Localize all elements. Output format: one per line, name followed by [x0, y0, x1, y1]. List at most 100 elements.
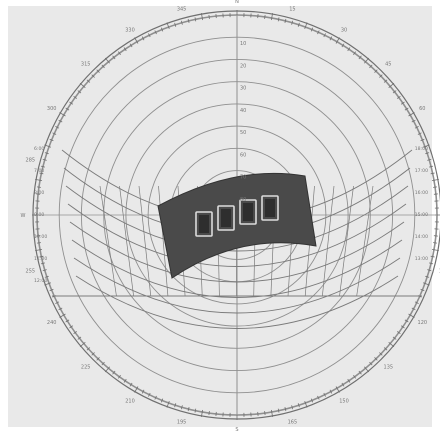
rim-tick [323, 392, 326, 397]
rim-label: 60 [419, 106, 425, 112]
rim-label: 45 [385, 62, 391, 68]
rim-tick [117, 51, 121, 56]
building-obstruction-icon [157, 172, 317, 279]
rim-tick [341, 43, 345, 48]
rim-tick [431, 249, 439, 251]
rim-tick [335, 37, 340, 44]
rim-label: W [21, 213, 26, 219]
rim-tick [180, 405, 183, 410]
rim-tick [36, 186, 41, 188]
hour-label: 15:00 [415, 212, 428, 218]
rim-tick [112, 55, 116, 60]
rim-tick [39, 255, 44, 258]
rim-tick [201, 13, 203, 21]
rim-tick [174, 22, 177, 27]
building-window-pane [265, 199, 275, 217]
scale-labels: N1530456075E105120135150165S195210225240… [21, 0, 440, 433]
rim-tick [404, 319, 409, 323]
rim-tick [160, 398, 164, 403]
sun-path-curve [75, 275, 399, 329]
rim-tick [69, 325, 74, 329]
rim-tick [96, 69, 100, 73]
rim-tick [425, 275, 430, 278]
rim-tick [201, 409, 203, 417]
hour-label: 8:00 [34, 190, 44, 196]
building-window-pane [221, 209, 231, 227]
rim-tick [310, 27, 314, 32]
altitude-label: 20 [240, 63, 246, 69]
hour-label: 16:00 [415, 190, 428, 196]
rim-tick [383, 79, 388, 83]
rim-tick [284, 18, 287, 23]
rim-tick [40, 165, 45, 168]
building-window [239, 199, 257, 225]
rim-tick [35, 249, 43, 251]
rim-tick [374, 357, 378, 361]
rim-tick [422, 282, 430, 286]
rim-tick [369, 361, 373, 366]
rim-tick [187, 18, 190, 23]
rim-tick [104, 57, 111, 64]
rim-label: 255 [26, 268, 36, 274]
rim-tick [291, 405, 294, 410]
rim-tick [73, 95, 78, 99]
sun-path-curve [65, 185, 409, 252]
rim-tick [414, 301, 419, 304]
rim-tick [271, 13, 273, 21]
rim-tick [49, 288, 54, 292]
sun-path-curve [71, 239, 403, 298]
hour-label: 7:00 [34, 168, 44, 174]
rim-tick [429, 165, 434, 168]
rim-tick [431, 179, 439, 181]
rim-tick [187, 407, 190, 412]
rim-tick [154, 30, 157, 35]
rim-tick [96, 357, 100, 361]
sun-path-curve [67, 203, 407, 267]
rim-tick [112, 370, 116, 375]
rim-tick [341, 382, 345, 387]
rim-tick [358, 370, 362, 375]
rim-tick [277, 408, 280, 413]
rim-tick [101, 361, 105, 366]
rim-tick [59, 112, 66, 117]
rim-tick [388, 341, 395, 348]
rim-tick [35, 179, 43, 181]
rim-label: 315 [81, 62, 91, 68]
rim-tick [374, 69, 378, 73]
sun-path-curves [52, 149, 422, 329]
rim-label: 300 [47, 106, 57, 112]
rim-tick [264, 411, 266, 416]
rim-tick [180, 20, 183, 25]
rim-tick [433, 186, 438, 188]
rim-tick [134, 37, 139, 44]
rim-tick [117, 374, 121, 379]
rim-tick [44, 275, 49, 278]
hour-label: 10:00 [34, 234, 47, 240]
rim-label: 15 [289, 6, 295, 12]
rim-tick [329, 36, 333, 41]
rim-tick [42, 158, 47, 161]
rim-tick [310, 398, 314, 403]
rim-label: 165 [288, 420, 298, 426]
hour-line [322, 185, 335, 297]
rim-tick [284, 407, 287, 412]
rim-tick [44, 152, 49, 155]
rim-tick [141, 36, 145, 41]
rim-tick [430, 172, 435, 175]
rim-tick [291, 20, 294, 25]
rim-tick [194, 17, 197, 22]
rim-label: N [235, 0, 239, 5]
rim-tick [400, 325, 405, 329]
rim-tick [347, 378, 351, 383]
building-obstruction [157, 172, 317, 279]
rim-tick [101, 64, 105, 69]
rim-tick [39, 172, 44, 175]
rim-tick [404, 107, 409, 111]
rim-tick [73, 331, 78, 335]
rim-tick [194, 408, 197, 413]
rim-tick [79, 82, 86, 89]
rim-tick [55, 126, 60, 129]
rim-tick [91, 352, 95, 356]
rim-label: 150 [339, 398, 349, 404]
hour-label: 13:00 [415, 256, 428, 262]
